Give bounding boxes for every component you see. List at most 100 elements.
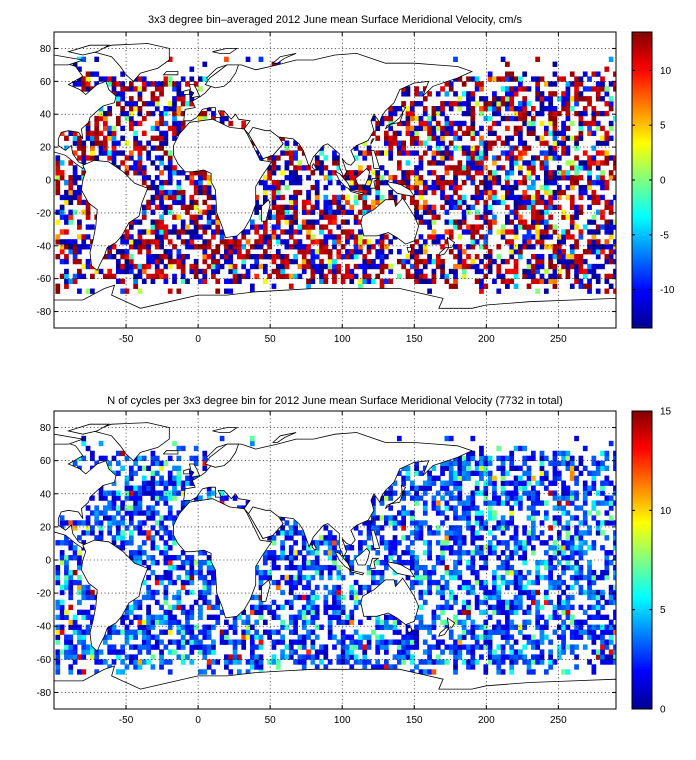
bin-cell [435, 258, 441, 265]
bin-cell [202, 599, 208, 606]
bin-cell [569, 545, 575, 551]
bin-cell [505, 155, 510, 161]
bin-cell [431, 239, 437, 245]
bin-cell [587, 165, 592, 171]
bin-cell [600, 530, 605, 536]
bin-cell [379, 194, 385, 201]
bin-cell [418, 180, 424, 186]
bin-cell [180, 239, 186, 245]
bin-cell [133, 278, 138, 284]
bin-cell [288, 214, 294, 220]
bin-cell [608, 649, 614, 655]
bin-cell [427, 550, 432, 556]
bin-cell [124, 624, 130, 630]
bin-cell [319, 244, 324, 250]
bin-cell [483, 490, 489, 496]
bin-cell [505, 520, 510, 526]
bin-cell [518, 584, 523, 591]
bin-cell [561, 579, 566, 586]
bin-cell [55, 254, 61, 260]
bin-cell [55, 234, 61, 240]
bin-cell [193, 204, 199, 210]
bin-cell [535, 535, 541, 541]
bin-cell [383, 278, 389, 284]
bin-cell [163, 555, 169, 561]
bin-cell [414, 249, 419, 255]
bin-cell [578, 589, 584, 596]
bin-cell [271, 599, 277, 606]
bin-cell [483, 209, 489, 215]
bin-cell [509, 106, 515, 112]
bin-cell [613, 455, 616, 462]
bin-cell [375, 569, 381, 576]
bin-cell [301, 199, 307, 206]
bin-cell [120, 629, 126, 635]
bin-cell [293, 550, 298, 556]
bin-cell [470, 629, 476, 635]
bin-cell [578, 96, 584, 102]
bin-cell [353, 239, 359, 245]
bin-cell [582, 150, 588, 156]
bin-cell [98, 76, 104, 82]
bin-cell [613, 81, 616, 87]
bin-cell [461, 199, 467, 206]
bin-cell [319, 209, 324, 215]
bin-cell [466, 510, 471, 516]
bin-cell [146, 490, 151, 496]
bin-cell [314, 249, 320, 255]
bin-cell [453, 120, 458, 127]
bin-cell [496, 165, 502, 171]
bin-cell [448, 120, 454, 127]
bin-cell [474, 160, 480, 166]
bin-cell [431, 480, 437, 486]
bin-cell [353, 155, 359, 161]
bin-cell [496, 110, 502, 117]
bin-cell [522, 96, 528, 102]
bin-cell [409, 634, 415, 640]
bin-cell [518, 180, 523, 186]
bin-cell [561, 189, 566, 196]
bin-cell [211, 579, 216, 586]
bin-cell [211, 604, 216, 611]
bin-cell [569, 629, 575, 635]
bin-cell [543, 564, 549, 571]
bin-cell [600, 76, 605, 82]
bin-cell [124, 510, 130, 516]
bin-cell [539, 234, 545, 240]
bin-cell [150, 555, 156, 561]
bin-cell [574, 76, 579, 82]
bin-cell [228, 624, 234, 630]
bin-cell [483, 664, 489, 670]
bin-cell [167, 175, 173, 181]
bin-cell [271, 61, 277, 67]
bin-cell [492, 76, 497, 82]
bin-cell [578, 555, 584, 561]
bin-cell [202, 175, 208, 181]
bin-cell [453, 135, 458, 141]
bin-cell [483, 234, 489, 240]
bin-cell [466, 244, 471, 250]
bin-cell [522, 224, 528, 230]
bin-cell [362, 664, 368, 670]
bin-cell [513, 130, 519, 136]
bin-cell [366, 525, 372, 531]
bin-cell [85, 209, 91, 215]
bin-cell [271, 254, 277, 260]
bin-cell [448, 470, 454, 476]
bin-cell [526, 120, 532, 127]
bin-cell [128, 654, 134, 660]
bin-cell [319, 278, 324, 284]
bin-cell [487, 125, 493, 132]
bin-cell [336, 594, 342, 601]
bin-cell [327, 214, 333, 220]
bin-cell [496, 624, 502, 630]
bin-cell [604, 550, 610, 556]
bin-cell [133, 490, 138, 496]
bin-cell [453, 535, 458, 541]
bin-cell [483, 150, 489, 156]
bin-cell [128, 125, 134, 132]
bin-cell [509, 664, 515, 670]
bin-cell [513, 500, 519, 506]
bin-cell [176, 465, 182, 471]
bin-cell [90, 455, 95, 462]
